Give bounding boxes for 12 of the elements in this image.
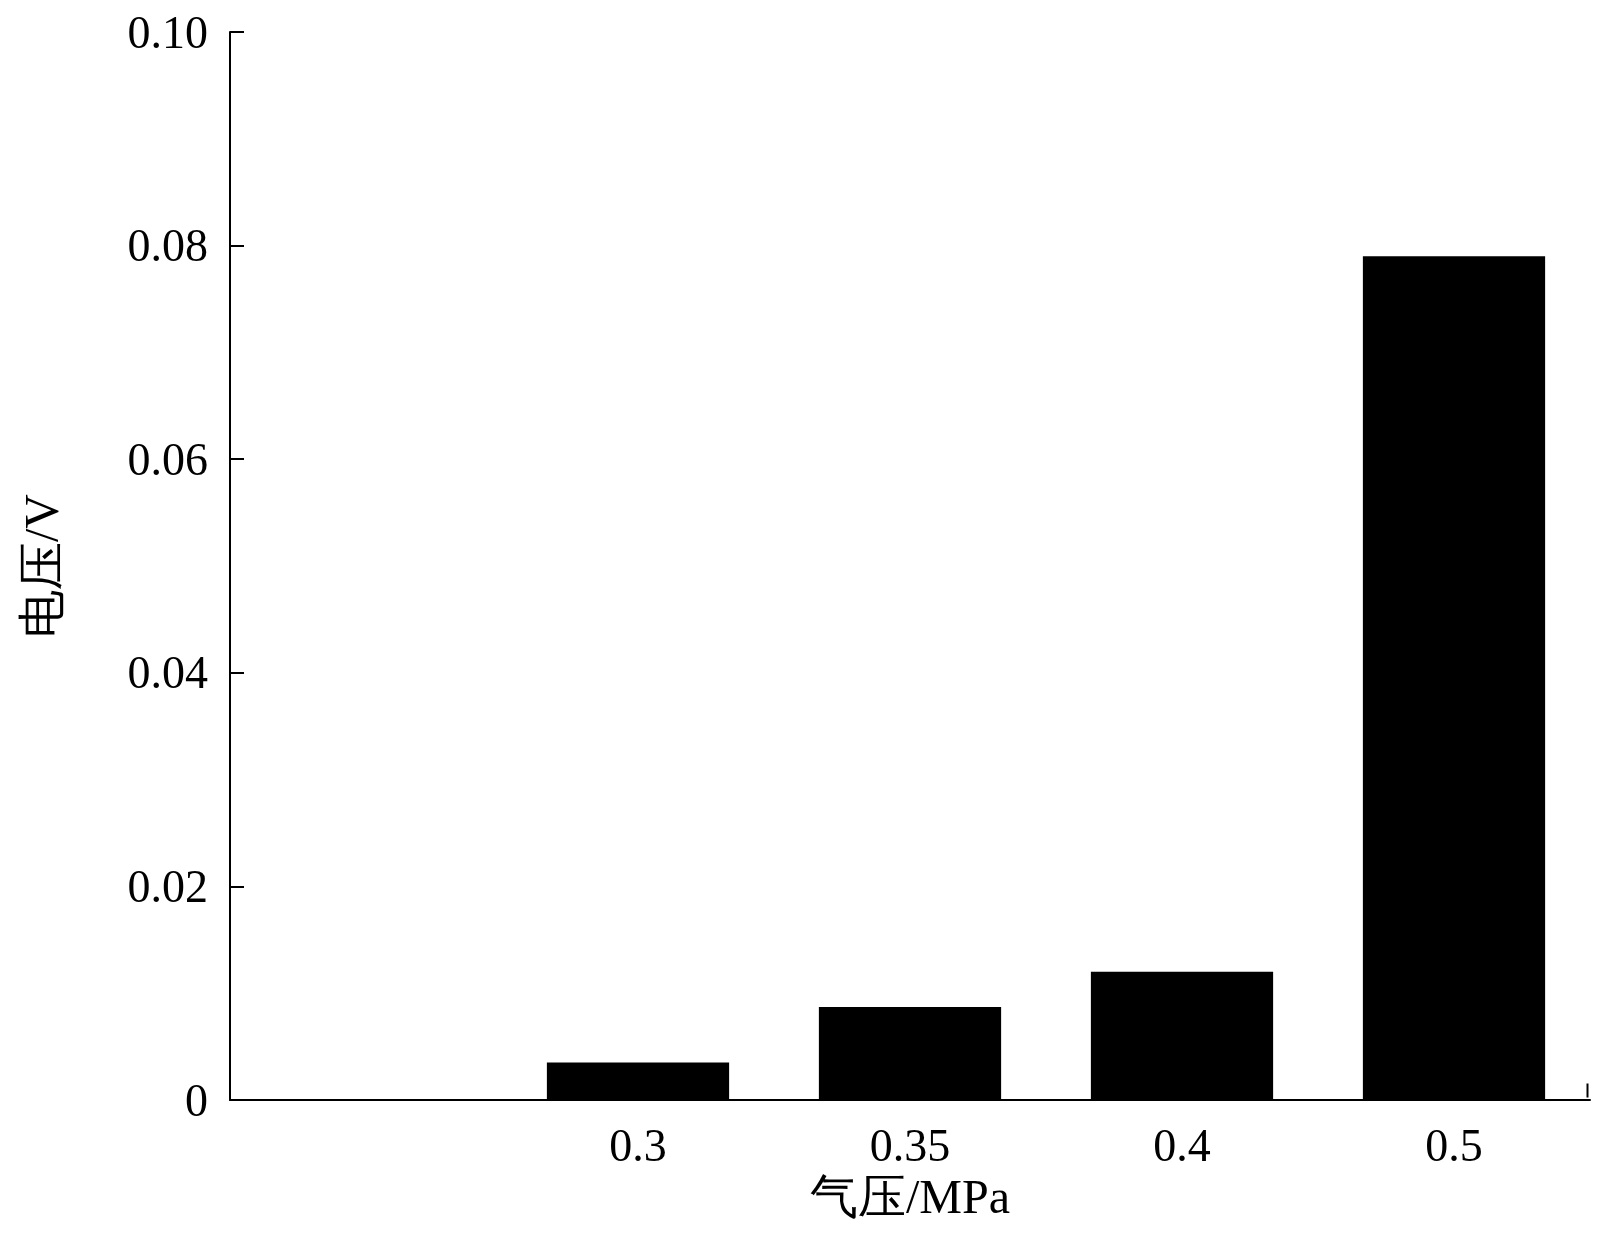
y-tick-label: 0.08 [127, 220, 208, 272]
x-tick-label: 0.3 [609, 1119, 667, 1171]
x-tick-label: 0.35 [869, 1119, 951, 1171]
y-tick-label: 0.10 [127, 6, 208, 58]
y-tick-label: 0 [185, 1074, 208, 1126]
y-tick-label: 0.02 [127, 860, 208, 912]
y-tick-label: 0.04 [127, 647, 208, 699]
y-tick-label: 0.06 [127, 433, 208, 485]
x-axis-title: 气压/MPa [809, 1170, 1011, 1224]
x-tick-label: 0.4 [1153, 1119, 1211, 1171]
y-axis-title: 电压/V [14, 493, 68, 638]
x-tick-label: 0.5 [1425, 1119, 1483, 1171]
